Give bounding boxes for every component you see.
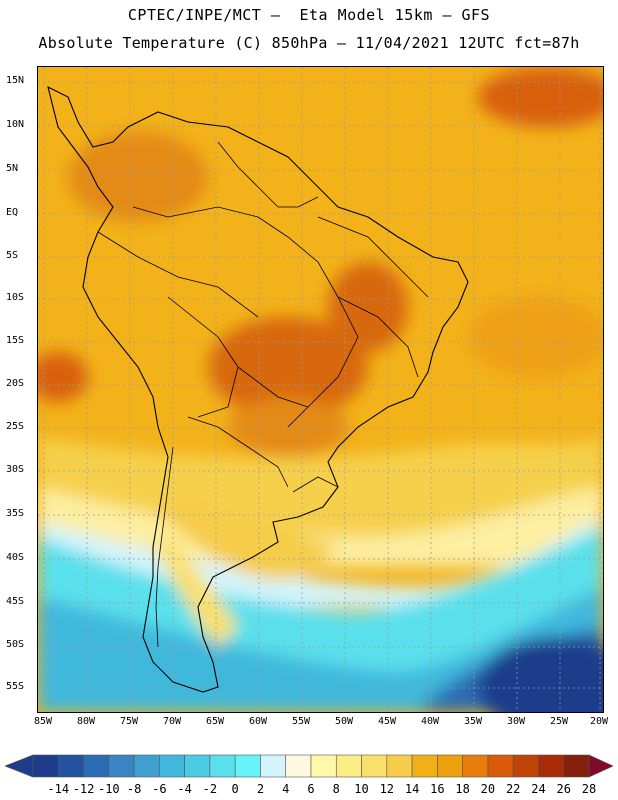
- colorbar-label: 26: [556, 782, 571, 796]
- lat-label: 15S: [6, 335, 25, 346]
- lon-label: 50W: [334, 716, 354, 727]
- colorbar-max-arrow: [588, 754, 613, 778]
- lat-label: 55S: [6, 681, 25, 692]
- colorbar-label: 16: [430, 782, 445, 796]
- lon-label: 65W: [205, 716, 225, 727]
- temperature-field-shading: [38, 67, 603, 712]
- colorbar-cell: [310, 754, 337, 778]
- colorbar-cell: [133, 754, 160, 778]
- colorbar-label: -10: [97, 782, 120, 796]
- lat-label: 25S: [6, 421, 25, 432]
- colorbar-cell: [57, 754, 84, 778]
- south-america-coastline: [47, 85, 469, 693]
- colorbar: [5, 754, 613, 778]
- colorbar-cell: [361, 754, 388, 778]
- colorbar-cell: [538, 754, 565, 778]
- lon-label: 75W: [119, 716, 139, 727]
- colorbar-label: 0: [231, 782, 239, 796]
- lon-label: 80W: [76, 716, 96, 727]
- lon-label: 25W: [549, 716, 569, 727]
- lon-label: 20W: [589, 716, 609, 727]
- lon-label: 85W: [33, 716, 53, 727]
- colorbar-cell: [234, 754, 261, 778]
- colorbar-label: 22: [505, 782, 521, 796]
- colorbar-label: 2: [256, 782, 265, 796]
- lon-label: 70W: [162, 716, 182, 727]
- lat-label: 35S: [6, 508, 25, 519]
- colorbar-cell: [487, 754, 514, 778]
- lat-label: 20S: [6, 378, 25, 389]
- chart-title: CPTEC/INPE/MCT – Eta Model 15km – GFS: [127, 6, 491, 24]
- colorbar-cell: [437, 754, 463, 778]
- colorbar-cell: [108, 754, 135, 778]
- lon-label: 35W: [463, 716, 483, 727]
- colorbar-label: 24: [531, 782, 546, 796]
- chart-subtitle: Absolute Temperature (C) 850hPa – 11/04/…: [38, 34, 580, 52]
- colorbar-min-arrow: [5, 754, 34, 778]
- lon-label: 30W: [506, 716, 526, 727]
- colorbar-label: -4: [177, 782, 192, 796]
- temperature-map[interactable]: [37, 66, 604, 713]
- colorbar-label: -2: [202, 782, 218, 796]
- colorbar-cell: [563, 754, 590, 778]
- lat-label: 50S: [6, 639, 25, 650]
- lon-label: 45W: [377, 716, 397, 727]
- lat-label: 30S: [6, 464, 25, 475]
- lat-label: EQ: [6, 207, 19, 218]
- lat-label: 40S: [6, 552, 25, 563]
- lon-label: 60W: [248, 716, 268, 727]
- lon-label: 55W: [291, 716, 311, 727]
- colorbar-label: 20: [480, 782, 496, 796]
- map-canvas: [38, 67, 603, 712]
- colorbar-cell: [209, 754, 236, 778]
- colorbar-label: -6: [152, 782, 167, 796]
- colorbar-label: 18: [455, 782, 470, 796]
- colorbar-label: 28: [581, 782, 597, 796]
- colorbar-cell: [285, 754, 312, 778]
- colorbar-cell: [386, 754, 413, 778]
- country-borders: [97, 141, 429, 648]
- lat-label: 15N: [6, 75, 25, 86]
- lat-label: 10N: [6, 119, 25, 130]
- colorbar-cell: [411, 754, 438, 778]
- lat-label: 5S: [6, 250, 19, 261]
- colorbar-cell: [83, 754, 110, 778]
- lat-label: 5N: [6, 163, 19, 174]
- colorbar-cell: [260, 754, 287, 778]
- colorbar-cells: [32, 754, 590, 778]
- colorbar-label: 10: [354, 782, 369, 796]
- colorbar-cell: [184, 754, 211, 778]
- colorbar-label: -14: [47, 782, 70, 796]
- colorbar-label: 6: [307, 782, 315, 796]
- colorbar-label: 12: [379, 782, 395, 796]
- colorbar-cell: [32, 754, 59, 778]
- colorbar-label: -12: [72, 782, 95, 796]
- lat-label: 10S: [6, 292, 25, 303]
- colorbar-label: 4: [282, 782, 290, 796]
- colorbar-label: 14: [404, 782, 420, 796]
- colorbar-label: -8: [126, 782, 142, 796]
- lat-label: 45S: [6, 596, 25, 607]
- colorbar-cell: [335, 754, 362, 778]
- colorbar-label: 8: [332, 782, 340, 796]
- lon-label: 40W: [420, 716, 440, 727]
- colorbar-cell: [512, 754, 539, 778]
- graticule: [38, 67, 603, 712]
- colorbar-cell: [159, 754, 185, 778]
- colorbar-cell: [462, 754, 489, 778]
